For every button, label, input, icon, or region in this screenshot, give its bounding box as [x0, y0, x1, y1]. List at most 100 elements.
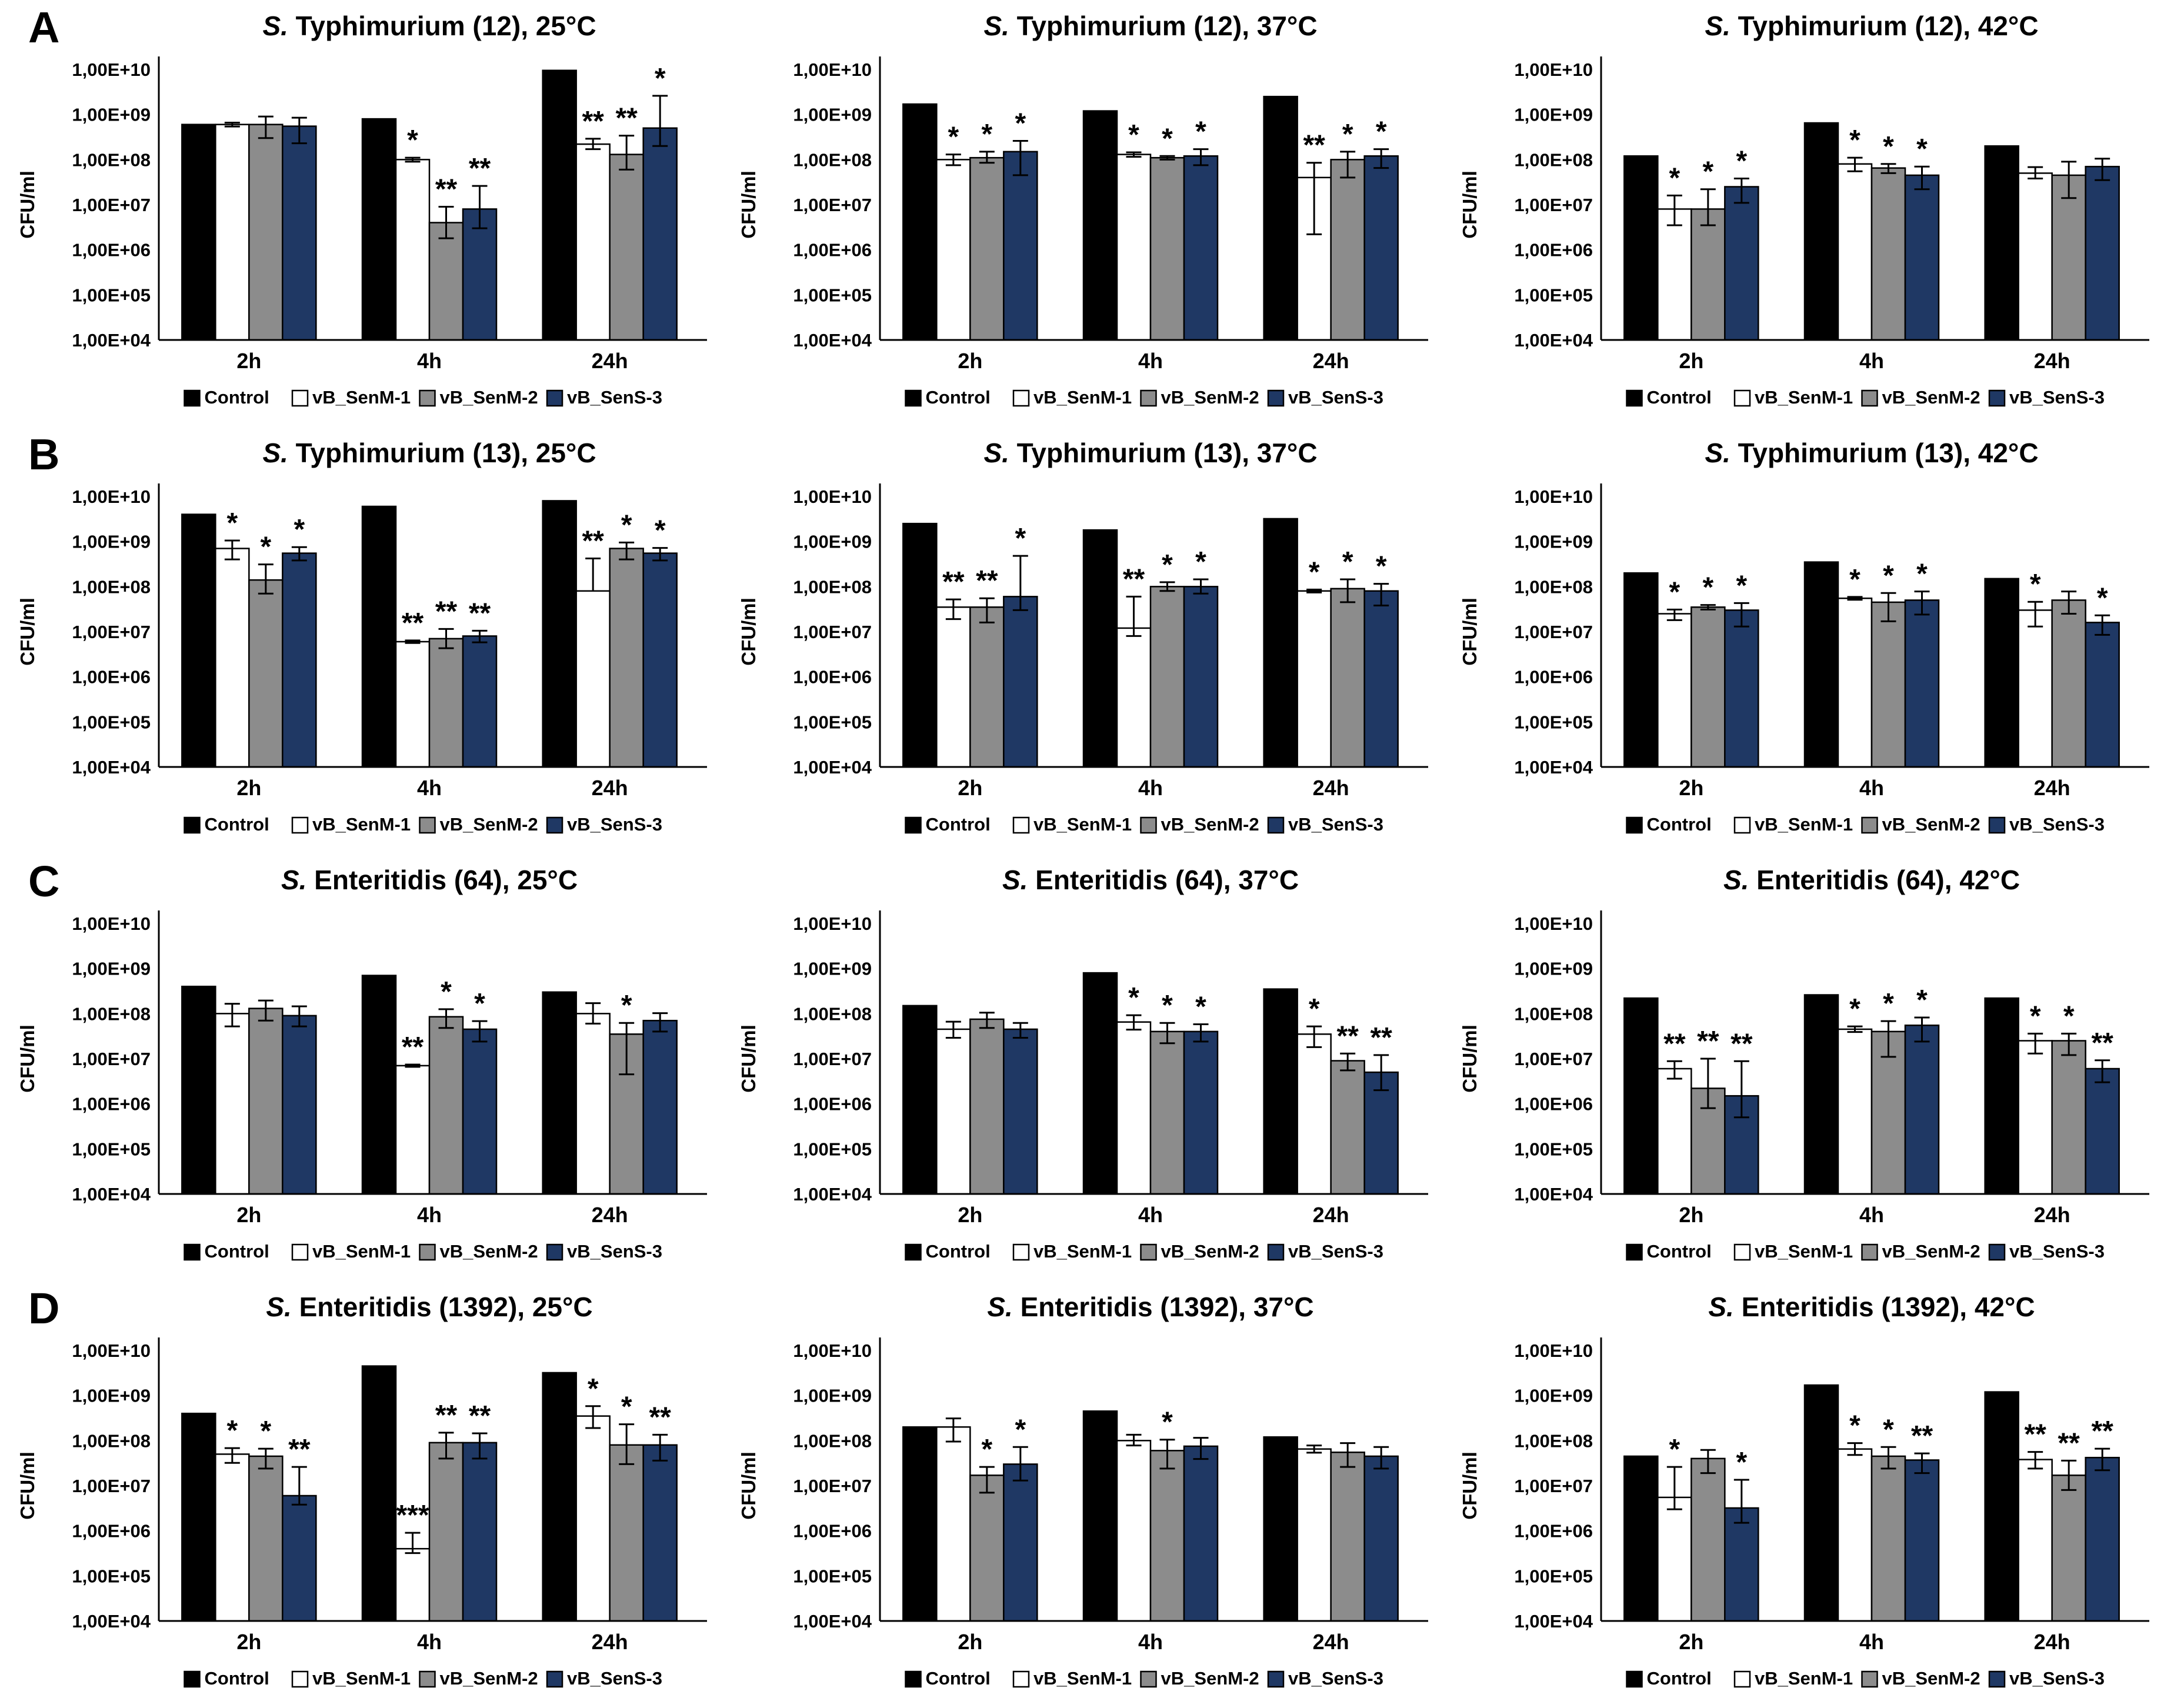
bar-Control: [1623, 1455, 1659, 1622]
bar-vB_SenM-1: [1116, 627, 1152, 768]
y-tick-label: 1,00E+10: [72, 59, 151, 80]
x-tick-label: 2h: [236, 349, 261, 373]
chart-7: S. Enteritidis (64), 37°C 1,00E+10 1,00E+0…: [738, 865, 1428, 1262]
significance-stars: *: [655, 63, 666, 94]
y-tick-label: 1,00E+04: [1514, 1611, 1593, 1632]
y-tick-label: 1,00E+04: [793, 330, 872, 351]
y-tick-label: 1,00E+07: [793, 195, 872, 215]
bar-vB_SenM-1: [1116, 154, 1152, 341]
significance-stars: **: [615, 103, 638, 134]
legend-label-Control: Control: [205, 387, 269, 408]
bar-vB_SenS-3: [2085, 1456, 2120, 1622]
x-tick-label: 24h: [2034, 776, 2070, 800]
bar-vB_SenM-2: [609, 154, 644, 341]
legend-label-vB_SenS-3: vB_SenS-3: [2009, 1668, 2105, 1689]
y-tick-label: 1,00E+08: [1514, 1430, 1593, 1451]
bar-vB_SenS-3: [282, 552, 317, 768]
significance-stars: *: [1376, 116, 1387, 148]
bar-vB_SenM-1: [936, 159, 971, 341]
bar-Control: [361, 975, 397, 1195]
y-tick-label: 1,00E+05: [793, 1566, 872, 1586]
x-tick-label: 2h: [958, 1630, 982, 1654]
bar-vB_SenM-1: [1837, 1028, 1873, 1195]
legend-label-vB_SenM-2: vB_SenM-2: [440, 814, 538, 835]
x-tick-label: 2h: [1679, 1203, 1703, 1227]
y-tick-label: 1,00E+06: [72, 667, 151, 688]
significance-stars: *: [1162, 123, 1173, 154]
chart-title: S. Enteritidis (64), 25°C: [281, 865, 578, 895]
chart-title: S. Enteritidis (1392), 25°C: [266, 1292, 592, 1322]
bar-vB_SenM-1: [575, 590, 611, 768]
bar-vB_SenM-2: [1690, 208, 1726, 341]
bar-Control: [542, 991, 577, 1195]
bar-vB_SenS-3: [2085, 622, 2120, 768]
y-tick-label: 1,00E+04: [793, 1611, 872, 1632]
y-tick-label: 1,00E+05: [72, 712, 151, 732]
y-tick-label: 1,00E+09: [1514, 532, 1593, 552]
bar-Control: [902, 522, 938, 768]
significance-stars: *: [1128, 119, 1139, 151]
significance-stars: *: [1309, 556, 1320, 588]
panel-label-B: B: [28, 430, 60, 479]
chart-5: S. Typhimurium (13), 42°C 1,00E+10 1,00E+0…: [1459, 438, 2149, 835]
y-tick-label: 1,00E+04: [793, 1184, 872, 1205]
legend-marker-vB_SenS-3: [546, 1670, 563, 1688]
legend-label-Control: Control: [926, 387, 991, 408]
significance-stars: *: [1883, 560, 1894, 591]
bar-vB_SenM-1: [215, 1453, 250, 1622]
legend-marker-Control: [905, 1243, 922, 1261]
bar-Control: [1082, 110, 1118, 341]
significance-stars: *: [2063, 1000, 2075, 1032]
significance-stars: *: [1883, 1414, 1894, 1445]
bar-vB_SenM-1: [2018, 1459, 2053, 1622]
y-tick-label: 1,00E+04: [1514, 330, 1593, 351]
bar-vB_SenM-1: [395, 1547, 431, 1622]
legend-marker-vB_SenM-2: [1861, 1243, 1878, 1261]
y-tick-label: 1,00E+05: [1514, 285, 1593, 305]
x-tick-label: 2h: [1679, 349, 1703, 373]
legend-marker-vB_SenM-1: [1733, 816, 1751, 834]
significance-stars: *: [2097, 582, 2108, 613]
bar-vB_SenM-1: [575, 1013, 611, 1195]
chart-cell-D-2: S. Enteritidis (1392), 42°C 1,00E+10 1,00E…: [1442, 1281, 2163, 1708]
bar-vB_SenM-2: [1330, 1451, 1365, 1622]
legend-label-vB_SenS-3: vB_SenS-3: [567, 1668, 662, 1689]
y-tick-label: 1,00E+05: [793, 712, 872, 732]
significance-stars: *: [655, 515, 666, 546]
legend-label-Control: Control: [926, 1241, 991, 1262]
bar-Control: [1623, 997, 1659, 1195]
y-tick-label: 1,00E+07: [72, 622, 151, 642]
panel-label-A: A: [28, 3, 60, 52]
legend-marker-vB_SenM-2: [419, 1243, 436, 1261]
chart-title: S. Enteritidis (1392), 37°C: [987, 1292, 1313, 1322]
legend-label-vB_SenM-2: vB_SenM-2: [440, 387, 538, 408]
x-tick-label: 2h: [1679, 1630, 1703, 1654]
y-tick-label: 1,00E+10: [1514, 1340, 1593, 1361]
bar-vB_SenM-1: [936, 606, 971, 768]
bar-vB_SenM-2: [1330, 159, 1365, 341]
significance-stars: **: [1697, 1026, 1719, 1057]
chart-cell-A-1: S. Typhimurium (12), 37°C 1,00E+10 1,00E+0…: [721, 0, 1442, 427]
y-tick-label: 1,00E+09: [72, 1386, 151, 1406]
significance-stars: *: [226, 1415, 238, 1446]
y-tick-label: 1,00E+08: [1514, 149, 1593, 170]
y-tick-label: 1,00E+09: [1514, 959, 1593, 979]
bar-vB_SenM-1: [936, 1426, 971, 1622]
legend-label-vB_SenM-2: vB_SenM-2: [1882, 387, 1980, 408]
bar-vB_SenS-3: [282, 1015, 317, 1195]
legend-label-vB_SenM-2: vB_SenM-2: [1161, 814, 1259, 835]
bar-vB_SenS-3: [1003, 596, 1038, 768]
y-tick-label: 1,00E+08: [72, 149, 151, 170]
bar-vB_SenS-3: [462, 208, 498, 341]
legend-label-vB_SenS-3: vB_SenS-3: [1288, 1241, 1383, 1262]
significance-stars: *: [2030, 1000, 2041, 1032]
significance-stars: *: [1736, 570, 1747, 601]
legend-marker-vB_SenS-3: [1988, 1243, 2006, 1261]
significance-stars: **: [402, 608, 424, 639]
legend-marker-Control: [1626, 816, 1643, 834]
y-tick-label: 1,00E+06: [1514, 1094, 1593, 1115]
panel-label-D: D: [28, 1284, 60, 1333]
significance-stars: *: [621, 1392, 632, 1423]
chart-cell-A-0: A S. Typhimurium (12), 25°C 1,00E+10 1,00E+…: [0, 0, 721, 427]
legend-marker-Control: [905, 816, 922, 834]
